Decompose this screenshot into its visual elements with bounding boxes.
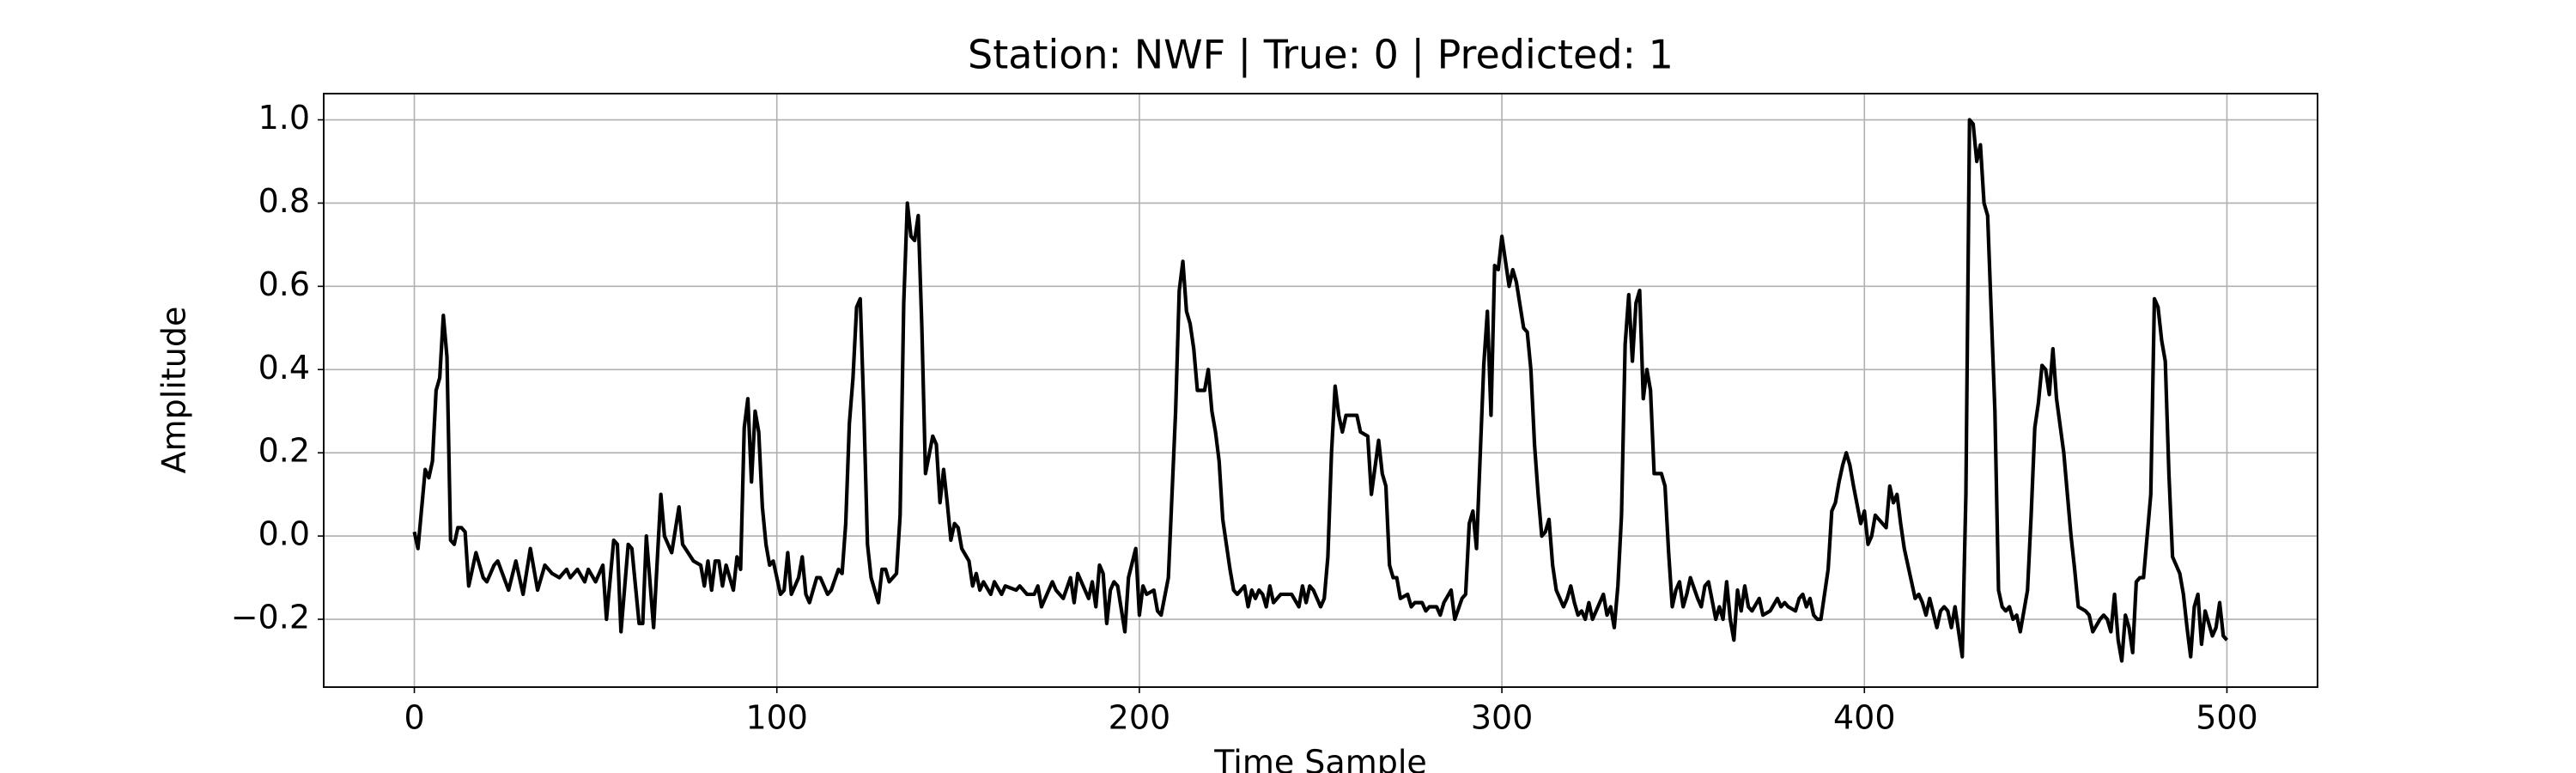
x-axis-label: Time Sample — [1213, 744, 1427, 773]
y-tick-label: 0.8 — [258, 182, 310, 220]
y-tick-label: 0.2 — [258, 432, 310, 470]
x-tick-label: 100 — [745, 699, 808, 737]
plot-frame — [323, 93, 2318, 688]
data-line — [412, 118, 2229, 663]
y-axis-label: Amplitude — [155, 307, 193, 474]
y-tick-label: 0.4 — [258, 349, 310, 386]
x-tick-label: 0 — [404, 699, 424, 737]
y-tick-label: 1.0 — [258, 99, 310, 137]
x-tick-label: 500 — [2196, 699, 2258, 737]
chart-title: Station: NWF | True: 0 | Predicted: 1 — [968, 32, 1674, 79]
y-tick-label: 0.6 — [258, 265, 310, 303]
x-tick-label: 400 — [1833, 699, 1896, 737]
y-tick-label: −0.2 — [231, 599, 310, 636]
x-tick-label: 300 — [1471, 699, 1534, 737]
y-tick-label: 0.0 — [258, 515, 310, 553]
x-tick-label: 200 — [1109, 699, 1171, 737]
